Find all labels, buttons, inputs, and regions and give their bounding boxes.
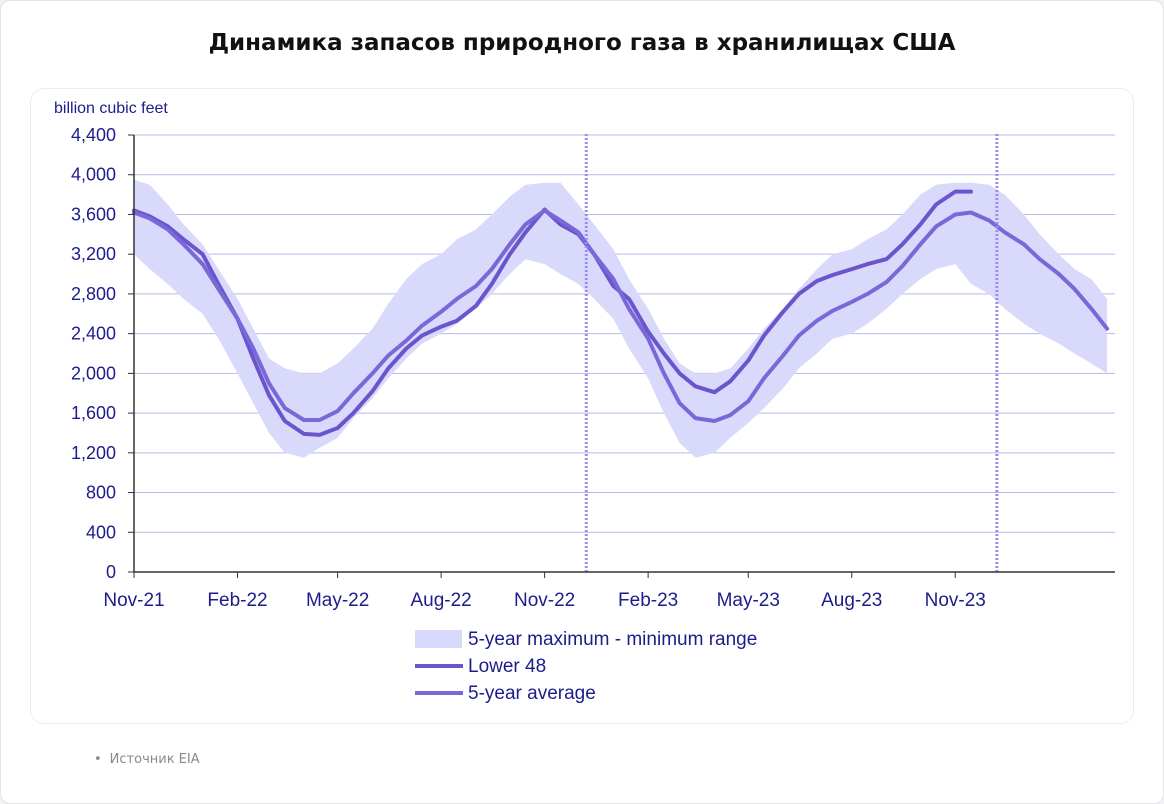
- source-note: • Источник EIA: [94, 752, 200, 767]
- legend: 5-year maximum - minimum range Lower 48 5-…: [415, 629, 757, 704]
- range-band: [134, 179, 1108, 458]
- y-tick-label: 2,800: [71, 284, 116, 304]
- page-title: Динамика запасов природного газа в храни…: [208, 30, 956, 56]
- x-tick-label: May-23: [717, 590, 780, 611]
- bullet-icon: •: [94, 752, 102, 767]
- x-tick-label: Nov-21: [103, 590, 164, 611]
- x-tick-label: Feb-23: [618, 590, 678, 611]
- x-tick-label: Aug-22: [410, 590, 471, 611]
- x-tick-label: May-22: [306, 590, 369, 611]
- y-tick-label: 0: [106, 562, 116, 582]
- series-lines-layer: [132, 189, 1110, 437]
- range-band-layer: [134, 179, 1108, 458]
- storage-chart: billion cubic feet 0 400 800 1,200 1,600 2,00…: [54, 100, 1115, 704]
- y-tick-label: 2,000: [71, 363, 116, 383]
- y-tick-label: 4,400: [71, 125, 116, 145]
- source-text: Источник EIA: [109, 752, 200, 767]
- gridlines: [134, 134, 1115, 533]
- x-tick-label: Nov-23: [925, 590, 986, 611]
- legend-label: 5-year average: [468, 683, 596, 704]
- axes: [128, 134, 1115, 578]
- y-tick-label: 800: [86, 483, 116, 503]
- vertical-markers: [584, 134, 999, 572]
- y-tick-label: 4,000: [71, 165, 116, 185]
- five-year-average-line: [132, 208, 1110, 423]
- y-tick-label: 2,400: [71, 324, 116, 344]
- x-tick-label: Feb-22: [207, 590, 267, 611]
- x-tick-label: Aug-23: [821, 590, 882, 611]
- legend-label: Lower 48: [468, 656, 546, 677]
- y-tick-label: 400: [86, 522, 116, 542]
- legend-label: 5-year maximum - minimum range: [468, 629, 757, 650]
- y-axis-unit-label: billion cubic feet: [54, 100, 168, 117]
- y-tick-labels: 0 400 800 1,200 1,600 2,000 2,400 2,800 3,200 3,6…: [71, 125, 116, 582]
- x-tick-label: Nov-22: [514, 590, 575, 611]
- legend-swatch-range: [415, 630, 462, 648]
- y-tick-label: 3,600: [71, 204, 116, 224]
- chart-card: billion cubic feet 0 400 800 1,200 1,600 2,00…: [30, 88, 1134, 724]
- x-tick-labels: Nov-21 Feb-22 May-22 Aug-22 Nov-22 Feb-23 May-…: [103, 590, 986, 611]
- y-tick-label: 1,600: [71, 403, 116, 423]
- y-tick-label: 1,200: [71, 443, 116, 463]
- y-tick-label: 3,200: [71, 244, 116, 264]
